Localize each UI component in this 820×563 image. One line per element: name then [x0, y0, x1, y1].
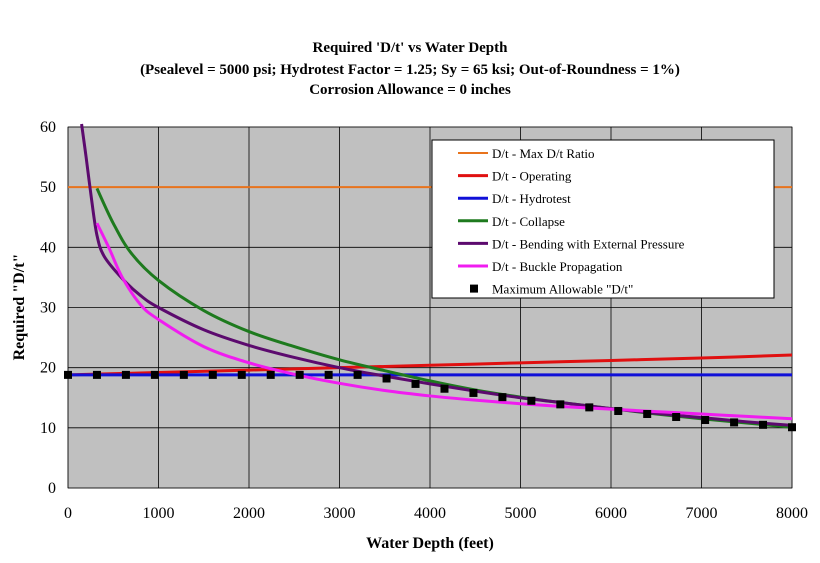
y-tick-label: 20: [40, 360, 56, 377]
x-tick-label: 8000: [776, 505, 808, 522]
max-allowable-marker: [614, 406, 623, 415]
max-allowable-marker: [324, 370, 333, 379]
x-tick-label: 7000: [686, 505, 718, 522]
legend-swatch: [470, 284, 478, 293]
marker-points: [64, 370, 796, 432]
max-allowable-marker: [150, 370, 159, 379]
y-tick-label: 40: [40, 239, 56, 256]
x-tick-label: 0: [64, 505, 72, 522]
max-allowable-marker: [64, 370, 72, 379]
y-axis-title: Required "D/t": [11, 254, 28, 361]
x-tick-label: 5000: [505, 505, 537, 522]
legend-label: D/t - Max D/t Ratio: [492, 146, 595, 161]
y-axis-ticks: 0 10 20 30 40 50 60: [40, 119, 56, 497]
y-tick-label: 30: [40, 300, 56, 317]
max-allowable-marker: [701, 416, 710, 425]
max-allowable-marker: [440, 384, 449, 393]
max-allowable-marker: [208, 370, 217, 379]
max-allowable-marker: [672, 413, 681, 422]
legend-label: D/t - Hydrotest: [492, 191, 571, 206]
x-tick-label: 2000: [233, 505, 265, 522]
max-allowable-marker: [353, 370, 362, 379]
max-allowable-marker: [788, 423, 796, 432]
legend-box: [431, 139, 775, 299]
max-allowable-marker: [498, 393, 507, 402]
legend-label: Maximum Allowable "D/t": [492, 282, 633, 297]
max-allowable-marker: [237, 370, 246, 379]
chart-title: Required 'D/t' vs Water Depth: [312, 40, 508, 56]
x-tick-label: 1000: [143, 505, 175, 522]
x-tick-label: 4000: [414, 505, 446, 522]
x-tick-label: 6000: [595, 505, 627, 522]
legend-label: D/t - Bending with External Pressure: [492, 236, 685, 251]
max-allowable-marker: [295, 370, 304, 379]
max-allowable-marker: [266, 370, 275, 379]
legend-label: D/t - Buckle Propagation: [492, 259, 623, 274]
max-allowable-marker: [556, 400, 565, 409]
y-tick-label: 60: [40, 119, 56, 136]
max-allowable-marker: [527, 396, 536, 405]
max-allowable-marker: [121, 370, 130, 379]
chart-subtitle-2: Corrosion Allowance = 0 inches: [309, 82, 511, 98]
max-allowable-marker: [730, 418, 739, 427]
max-allowable-marker: [411, 379, 420, 388]
y-tick-label: 10: [40, 420, 56, 437]
legend: D/t - Max D/t Ratio D/t - Operating D/t - …: [431, 139, 775, 299]
max-allowable-marker: [179, 370, 188, 379]
max-allowable-marker: [643, 409, 652, 418]
max-allowable-marker: [585, 403, 594, 412]
legend-label: D/t - Collapse: [492, 214, 565, 229]
x-tick-label: 3000: [324, 505, 356, 522]
max-allowable-marker: [92, 370, 101, 379]
chart-subtitle: (Psealevel = 5000 psi; Hydrotest Factor …: [140, 62, 680, 78]
legend-label: D/t - Operating: [492, 169, 572, 184]
max-allowable-marker: [469, 388, 478, 397]
y-tick-label: 50: [40, 179, 56, 196]
x-axis-title: Water Depth (feet): [366, 535, 494, 552]
max-allowable-marker: [759, 420, 768, 429]
x-axis-ticks: 0 1000 2000 3000 4000 5000 6000 7000 8000: [64, 505, 808, 522]
y-tick-label: 0: [48, 480, 56, 497]
max-allowable-marker: [382, 374, 391, 383]
series-line: [95, 222, 793, 421]
